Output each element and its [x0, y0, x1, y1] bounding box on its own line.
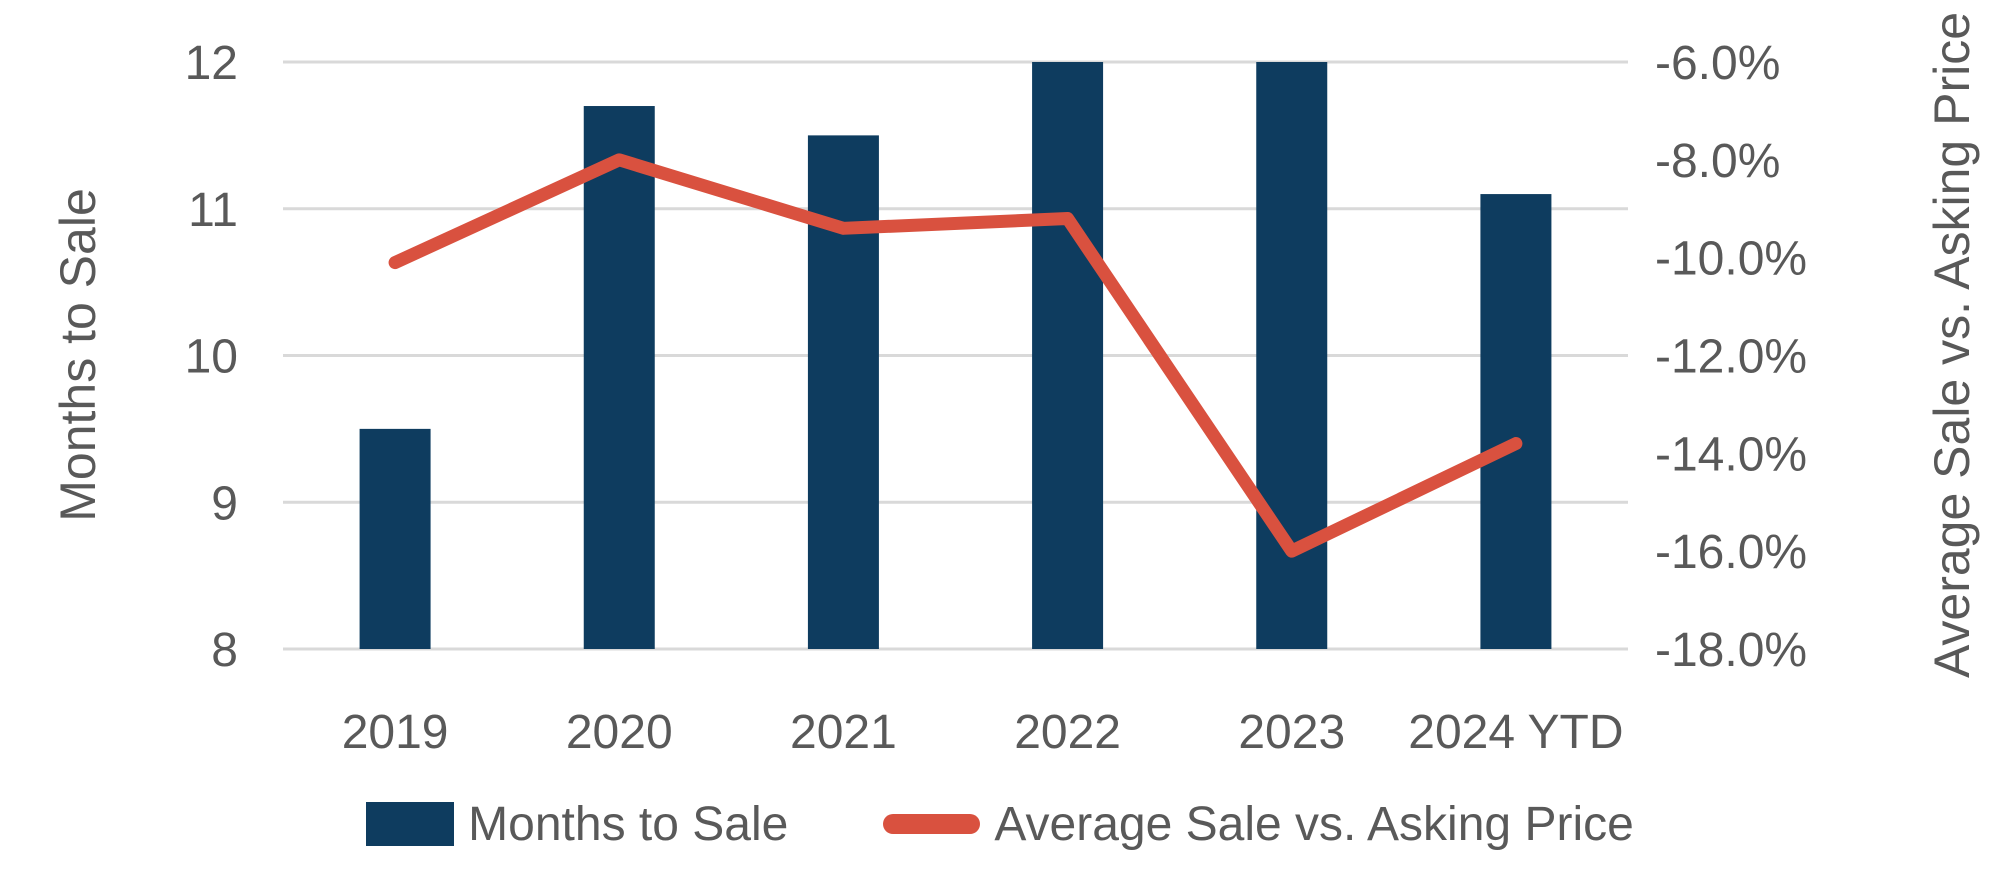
right-axis-tick-label: -16.0% — [1655, 526, 1807, 579]
legend-label: Months to Sale — [468, 797, 789, 851]
bar-2020 — [583, 106, 655, 649]
left-axis-title: Months to Sale — [50, 188, 106, 522]
x-axis-label: 2019 — [342, 706, 449, 759]
right-axis-tick-label: -12.0% — [1655, 331, 1807, 384]
left-axis-tick-label: 8 — [211, 624, 238, 677]
bar-2019 — [359, 428, 431, 649]
x-axis-label: 2021 — [790, 706, 897, 759]
bar-2024 YTD — [1480, 194, 1552, 649]
bar-2022 — [1032, 62, 1104, 649]
left-axis-tick-label: 10 — [185, 331, 238, 384]
legend-item-avg-sale-vs-asking: Average Sale vs. Asking Price — [883, 797, 1634, 852]
x-axis-label: 2020 — [566, 706, 673, 759]
right-axis-tick-label: -10.0% — [1655, 233, 1807, 286]
right-axis-tick-label: -6.0% — [1655, 37, 1780, 90]
x-axis-label: 2022 — [1014, 706, 1121, 759]
x-axis-label: 2024 YTD — [1408, 706, 1623, 759]
left-axis-tick-label: 11 — [188, 184, 238, 237]
bar-2021 — [807, 135, 879, 649]
line-average-sale-vs-asking-price — [388, 153, 1523, 558]
left-axis-tick-label: 12 — [185, 37, 238, 90]
legend: Months to Sale Average Sale vs. Asking P… — [0, 792, 2000, 856]
right-axis-tick-label: -14.0% — [1655, 428, 1807, 481]
line-series-swatch — [883, 814, 981, 834]
bar-series-swatch — [366, 802, 455, 846]
right-axis-title: Average Sale vs. Asking Price — [1924, 11, 1980, 679]
legend-item-months-to-sale: Months to Sale — [366, 797, 788, 852]
legend-label: Average Sale vs. Asking Price — [994, 797, 1634, 851]
right-axis-tick-label: -8.0% — [1655, 135, 1780, 188]
x-axis-label: 2023 — [1238, 706, 1345, 759]
bar-2023 — [1256, 62, 1328, 649]
left-axis-tick-label: 9 — [211, 477, 238, 530]
right-axis-tick-label: -18.0% — [1655, 624, 1807, 677]
